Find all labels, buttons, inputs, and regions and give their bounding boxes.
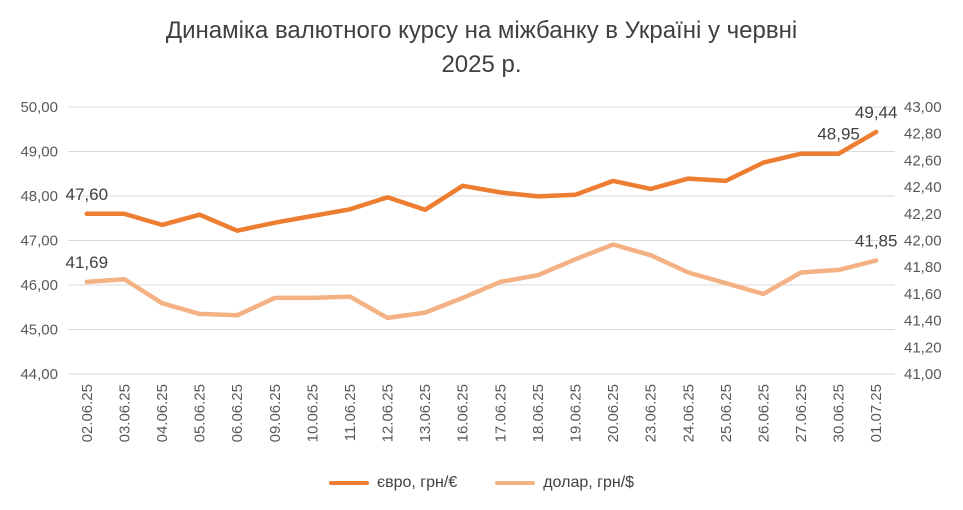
- x-tick-label: 23.06.25: [643, 384, 660, 442]
- y-right-tick-label: 41,60: [904, 286, 942, 303]
- data-label: 48,95: [817, 125, 860, 144]
- x-tick-label: 18.06.25: [530, 384, 547, 442]
- x-tick-label: 13.06.25: [417, 384, 434, 442]
- y-right-tick-label: 42,00: [904, 233, 942, 250]
- series-line-dollar: [84, 242, 879, 321]
- x-tick-label: 16.06.25: [455, 384, 472, 442]
- x-tick-label: 25.06.25: [718, 384, 735, 442]
- y-left-tick-label: 45,00: [20, 322, 58, 339]
- x-tick-label: 01.07.25: [868, 384, 885, 442]
- x-tick-label: 10.06.25: [304, 384, 321, 442]
- data-label: 49,44: [855, 103, 898, 122]
- y-left-tick-label: 49,00: [20, 144, 58, 161]
- legend-swatch-euro: [328, 481, 369, 485]
- x-tick-label: 04.06.25: [154, 384, 171, 442]
- data-label: 47,60: [66, 185, 109, 204]
- chart-title-line-2: 2025 р.: [441, 51, 522, 78]
- x-tick-label: 09.06.25: [267, 384, 284, 442]
- chart-title: Динаміка валютного курсу на міжбанку в У…: [0, 14, 963, 82]
- x-tick-label: 17.06.25: [492, 384, 509, 442]
- y-right-tick-label: 41,80: [904, 259, 942, 276]
- y-right-tick-label: 42,80: [904, 126, 942, 143]
- x-tick-label: 27.06.25: [793, 384, 810, 442]
- y-right-tick-label: 41,40: [904, 313, 942, 330]
- x-tick-label: 26.06.25: [755, 384, 772, 442]
- x-tick-label: 02.06.25: [79, 384, 96, 442]
- x-tick-label: 30.06.25: [831, 384, 848, 442]
- y-left-tick-label: 50,00: [20, 99, 58, 116]
- series-line-euro: [84, 129, 879, 233]
- legend-label-euro: євро, грн/€: [376, 474, 458, 491]
- x-tick-label: 11.06.25: [342, 384, 359, 441]
- y-left-tick-label: 48,00: [20, 188, 58, 205]
- y-right-tick-label: 42,60: [904, 152, 942, 169]
- legend-item-dollar: долар, грн/$: [495, 474, 634, 492]
- y-left-tick-label: 46,00: [20, 277, 58, 294]
- legend-swatch-dollar: [495, 481, 536, 485]
- x-tick-label: 06.06.25: [229, 384, 246, 442]
- x-tick-label: 12.06.25: [380, 384, 397, 442]
- x-tick-label: 19.06.25: [567, 384, 584, 442]
- legend-item-euro: євро, грн/€: [328, 474, 458, 492]
- y-right-tick-label: 41,00: [904, 366, 942, 383]
- chart-legend: євро, грн/€ долар, грн/$: [0, 474, 963, 492]
- y-left-tick-label: 44,00: [20, 366, 58, 383]
- y-left-tick-label: 47,00: [20, 233, 58, 250]
- y-right-tick-label: 42,40: [904, 179, 942, 196]
- data-label: 41,69: [66, 253, 109, 272]
- y-right-tick-label: 43,00: [904, 99, 942, 116]
- legend-label-dollar: долар, грн/$: [543, 474, 635, 491]
- data-label: 41,85: [855, 232, 898, 251]
- x-tick-label: 24.06.25: [680, 384, 697, 442]
- y-right-tick-label: 41,20: [904, 339, 942, 356]
- x-tick-label: 20.06.25: [605, 384, 622, 442]
- x-tick-label: 05.06.25: [192, 384, 209, 442]
- chart-title-line-1: Динаміка валютного курсу на міжбанку в У…: [165, 17, 798, 44]
- y-right-tick-label: 42,20: [904, 206, 942, 223]
- x-tick-label: 03.06.25: [116, 384, 133, 442]
